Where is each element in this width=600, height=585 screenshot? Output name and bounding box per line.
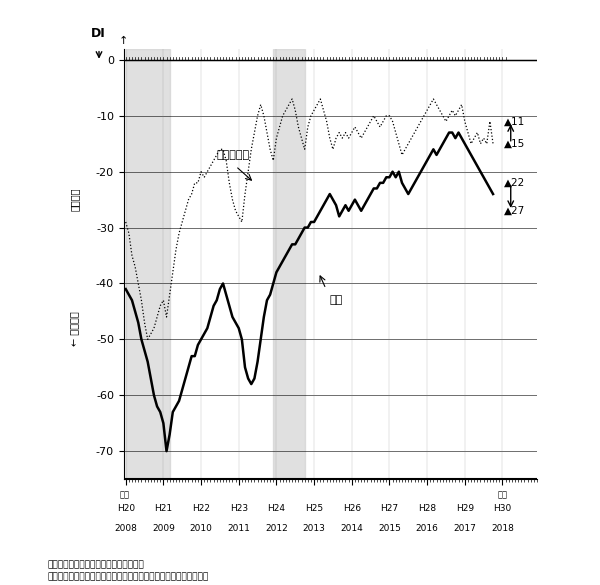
- Text: ＊網掛けは、内閣府設定の景気後退期。: ＊網掛けは、内閣府設定の景気後退期。: [48, 560, 145, 569]
- 業況見通し: [144, 336, 151, 343]
- Text: H23: H23: [230, 504, 248, 513]
- Text: H20: H20: [116, 504, 135, 513]
- 業況見通し: [417, 118, 424, 125]
- 業況: [122, 285, 129, 292]
- Text: ▲22: ▲22: [505, 178, 526, 188]
- 業況: [251, 375, 258, 382]
- Text: H24: H24: [268, 504, 286, 513]
- 業況見通し: [251, 129, 258, 136]
- 業況見通し: [490, 140, 497, 147]
- Bar: [273, 49, 305, 479]
- 業況見通し: [122, 218, 129, 225]
- Text: 業況見通し: 業況見通し: [217, 150, 250, 160]
- 業況: [200, 331, 208, 338]
- Text: 2016: 2016: [416, 524, 439, 533]
- Text: 2018: 2018: [491, 524, 514, 533]
- 業況: [490, 191, 497, 198]
- Text: 2009: 2009: [152, 524, 175, 533]
- Text: 2014: 2014: [340, 524, 363, 533]
- Line: 業況: 業況: [125, 133, 493, 451]
- Bar: [125, 49, 170, 479]
- Text: 2012: 2012: [265, 524, 288, 533]
- Text: 2008: 2008: [114, 524, 137, 533]
- Text: 2011: 2011: [227, 524, 250, 533]
- Text: H28: H28: [418, 504, 436, 513]
- 業況: [408, 185, 415, 192]
- Text: ▲15: ▲15: [505, 139, 526, 149]
- Text: H25: H25: [305, 504, 323, 513]
- Text: 「５期」: 「５期」: [69, 188, 79, 211]
- Text: ２月: ２月: [120, 490, 130, 499]
- 業況見通し: [289, 95, 296, 102]
- Text: H21: H21: [154, 504, 172, 513]
- 業況見通し: [166, 291, 173, 298]
- Text: １月: １月: [497, 490, 508, 499]
- Text: H29: H29: [456, 504, 474, 513]
- Text: H26: H26: [343, 504, 361, 513]
- Text: H27: H27: [380, 504, 398, 513]
- Text: 2013: 2013: [302, 524, 326, 533]
- 業況: [163, 448, 170, 455]
- 業況見通し: [411, 129, 418, 136]
- 業況: [380, 180, 387, 187]
- Text: ▲11: ▲11: [505, 116, 526, 126]
- 業況: [445, 129, 452, 136]
- 業況見通し: [383, 112, 390, 119]
- Text: ▲27: ▲27: [505, 206, 526, 216]
- Text: ↑: ↑: [119, 36, 128, 46]
- Text: ← 「ら期」: ← 「ら期」: [69, 311, 79, 346]
- Text: ＊業況見通しは、「当月に比べ」た今後３か月間の業況の見通し。: ＊業況見通しは、「当月に比べ」た今後３か月間の業況の見通し。: [48, 572, 209, 581]
- Text: 2015: 2015: [378, 524, 401, 533]
- 業況: [414, 174, 421, 181]
- Text: 2017: 2017: [454, 524, 476, 533]
- 業況: [166, 431, 173, 438]
- Line: 業況見通し: 業況見通し: [125, 99, 493, 339]
- Text: 2010: 2010: [190, 524, 212, 533]
- Text: 業況: 業況: [330, 295, 343, 305]
- 業況見通し: [200, 174, 208, 181]
- Text: H30: H30: [493, 504, 512, 513]
- Text: DI: DI: [91, 27, 106, 40]
- Text: H22: H22: [192, 504, 210, 513]
